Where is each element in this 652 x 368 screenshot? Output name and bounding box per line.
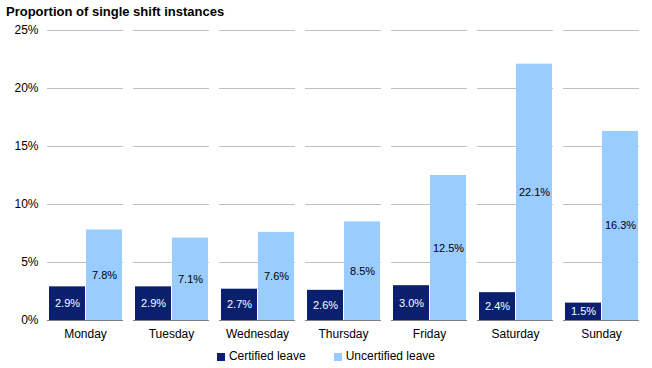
- svg-text:1.5%: 1.5%: [571, 305, 596, 317]
- svg-text:25%: 25%: [14, 23, 38, 37]
- html-text:Uncertified leave: Uncertified leave: [345, 349, 435, 363]
- svg-text:Friday: Friday: [413, 327, 446, 341]
- svg-text:Sunday: Sunday: [581, 327, 622, 341]
- svg-text:16.3%: 16.3%: [605, 219, 636, 231]
- svg-text:7.1%: 7.1%: [178, 273, 203, 285]
- svg-text:2.4%: 2.4%: [485, 300, 510, 312]
- svg-text:10%: 10%: [14, 197, 38, 211]
- svg-text:5%: 5%: [21, 255, 39, 269]
- svg-text:2.9%: 2.9%: [141, 297, 166, 309]
- svg-text:3.0%: 3.0%: [399, 297, 424, 309]
- svg-text:Wednesday: Wednesday: [226, 327, 289, 341]
- svg-text:20%: 20%: [14, 81, 38, 95]
- svg-text:Thursday: Thursday: [318, 327, 368, 341]
- svg-text:Saturday: Saturday: [491, 327, 539, 341]
- html-text:Proportion of single shift ins: Proportion of single shift instances: [6, 4, 225, 19]
- svg-text:Monday: Monday: [64, 327, 107, 341]
- html-text:Certified leave: Certified leave: [228, 349, 306, 363]
- svg-text:2.6%: 2.6%: [313, 299, 338, 311]
- svg-text:Tuesday: Tuesday: [149, 327, 195, 341]
- svg-text:2.9%: 2.9%: [55, 297, 80, 309]
- svg-text:2.7%: 2.7%: [227, 298, 252, 310]
- svg-text:7.8%: 7.8%: [92, 269, 117, 281]
- svg-text:12.5%: 12.5%: [433, 242, 464, 254]
- svg-text:22.1%: 22.1%: [519, 186, 550, 198]
- svg-text:0%: 0%: [21, 313, 39, 327]
- svg-text:15%: 15%: [14, 139, 38, 153]
- svg-text:7.6%: 7.6%: [264, 270, 289, 282]
- svg-text:8.5%: 8.5%: [350, 265, 375, 277]
